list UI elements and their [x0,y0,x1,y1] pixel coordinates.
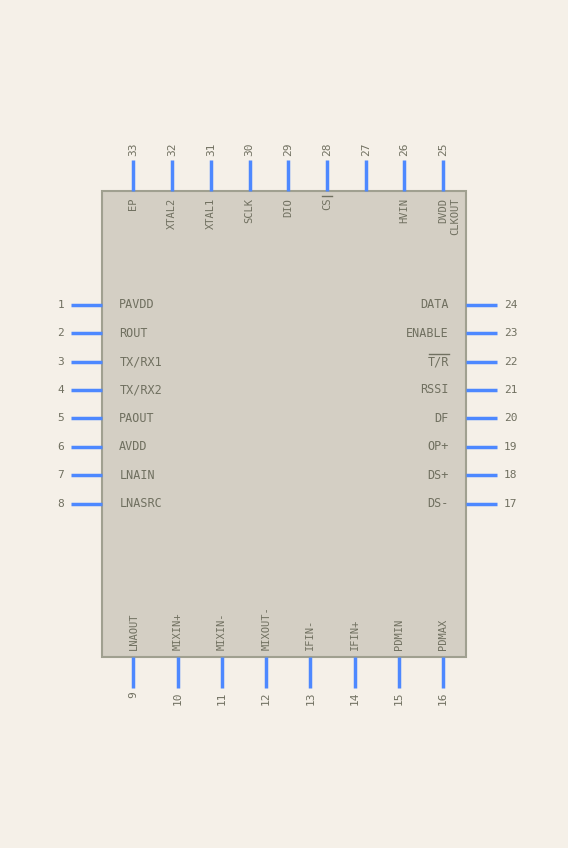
Text: 30: 30 [245,143,254,157]
Text: 12: 12 [261,691,271,705]
Text: 13: 13 [306,691,315,705]
Text: 8: 8 [57,499,64,509]
Text: DIO: DIO [283,198,293,217]
Text: 23: 23 [504,328,517,338]
Text: T/R: T/R [427,355,449,368]
Bar [102,191,466,657]
Text: AVDD: AVDD [119,440,148,453]
Text: ENABLE: ENABLE [406,326,449,339]
Text: 19: 19 [504,442,517,452]
Text: 24: 24 [504,299,517,310]
Text: 4: 4 [57,385,64,395]
Text: DVDD: DVDD [438,198,448,223]
Text: DS+: DS+ [427,469,449,482]
Text: 28: 28 [322,143,332,157]
Text: 31: 31 [206,143,216,157]
Text: PAVDD: PAVDD [119,298,155,311]
Text: 18: 18 [504,470,517,480]
Text: LNASRC: LNASRC [119,497,162,510]
Text: MIXIN+: MIXIN+ [173,612,183,650]
Text: 2: 2 [57,328,64,338]
Text: IFIN-: IFIN- [306,619,315,650]
Text: 7: 7 [57,470,64,480]
Text: SCLK: SCLK [245,198,254,223]
Text: DS-: DS- [427,497,449,510]
Text: 33: 33 [128,143,139,157]
Text: OP+: OP+ [427,440,449,453]
Text: 16: 16 [438,691,448,705]
Text: 21: 21 [504,385,517,395]
Text: TX/RX1: TX/RX1 [119,355,162,368]
Text: 10: 10 [173,691,183,705]
Text: 3: 3 [57,356,64,366]
Text: DATA: DATA [420,298,449,311]
Text: DF: DF [435,412,449,425]
Text: PAOUT: PAOUT [119,412,155,425]
Text: 27: 27 [361,143,371,157]
Text: ROUT: ROUT [119,326,148,339]
Text: XTAL2: XTAL2 [167,198,177,229]
Text: PDMIN: PDMIN [394,619,404,650]
Text: LNAIN: LNAIN [119,469,155,482]
Text: 22: 22 [504,356,517,366]
Text: 25: 25 [438,143,448,157]
Text: HVIN: HVIN [399,198,410,223]
Text: 26: 26 [399,143,410,157]
Text: 11: 11 [217,691,227,705]
Text: TX/RX2: TX/RX2 [119,383,162,396]
Text: 1: 1 [57,299,64,310]
Text: XTAL1: XTAL1 [206,198,216,229]
Text: CS: CS [322,198,332,210]
Text: IFIN+: IFIN+ [349,619,360,650]
Text: 9: 9 [128,691,139,698]
Text: 6: 6 [57,442,64,452]
Text: 20: 20 [504,413,517,423]
Text: PDMAX: PDMAX [438,619,448,650]
Text: 5: 5 [57,413,64,423]
Text: CLKOUT: CLKOUT [450,198,461,236]
Text: LNAOUT: LNAOUT [128,612,139,650]
Text: 17: 17 [504,499,517,509]
Text: 29: 29 [283,143,293,157]
Text: MIXIN-: MIXIN- [217,612,227,650]
Text: 14: 14 [349,691,360,705]
Text: MIXOUT-: MIXOUT- [261,606,271,650]
Text: EP: EP [128,198,139,210]
Text: 32: 32 [167,143,177,157]
Text: 15: 15 [394,691,404,705]
Text: RSSI: RSSI [420,383,449,396]
